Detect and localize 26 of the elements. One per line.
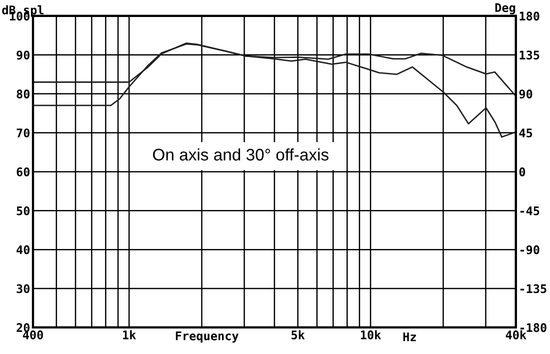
x-tick-label: 1k	[123, 330, 136, 340]
y-tick-label: 40	[16, 245, 30, 254]
y2-tick-label: -90	[520, 245, 540, 254]
y2-tick-label: 135	[520, 50, 540, 60]
y2-axis-title: Deg	[495, 3, 516, 14]
y-tick-label: 70	[16, 128, 30, 138]
annotation: On axis and 30° off-axis	[153, 148, 328, 161]
x-axis-title: Frequency	[176, 332, 238, 343]
y-tick-label: 90	[16, 50, 30, 60]
y2-tick-label: -180	[520, 323, 546, 332]
y2-tick-label: 0	[519, 167, 526, 176]
y2-tick-label: 90	[519, 90, 532, 99]
y-tick-label: 60	[16, 167, 30, 176]
y-tick-label: 20	[16, 323, 30, 332]
y2-tick-label: -45	[520, 206, 540, 216]
y-tick-label: 30	[16, 284, 30, 294]
y2-tick-label: -135	[520, 284, 546, 294]
text: Hz	[403, 332, 416, 342]
x-tick-label: 10k	[360, 330, 381, 340]
x-tick-label: 5k	[292, 330, 305, 340]
y-tick-label: 50	[16, 206, 30, 216]
y-tick-label: 80	[16, 90, 30, 98]
x-tick-label: 40k	[506, 330, 526, 340]
y2-tick-label: 180	[520, 12, 540, 21]
y2-tick-label: 45	[519, 128, 532, 138]
x-tick-label: 400	[22, 330, 43, 340]
